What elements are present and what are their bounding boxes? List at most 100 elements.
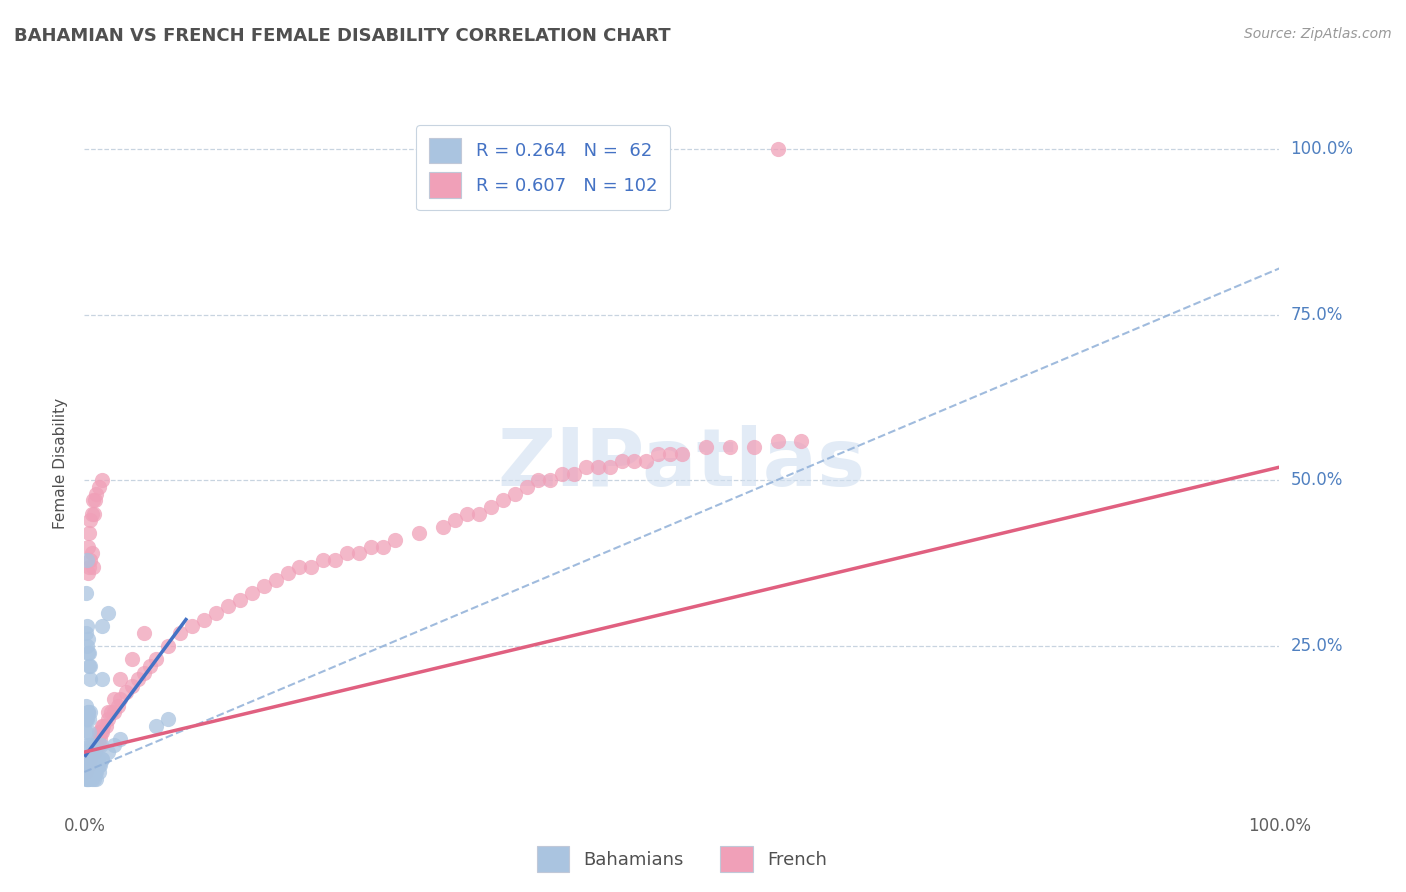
Point: [77, 540, 100, 554]
Point: [77, 559, 100, 574]
Point: [121, 679, 143, 693]
Point: [87, 480, 110, 494]
Point: [193, 613, 215, 627]
Point: [75, 625, 97, 640]
Point: [79, 659, 101, 673]
Text: ZIPatlas: ZIPatlas: [498, 425, 866, 503]
Point: [766, 434, 789, 448]
Point: [91, 752, 114, 766]
Point: [76, 772, 98, 786]
Text: 50.0%: 50.0%: [1291, 471, 1343, 490]
Legend: Bahamians, French: Bahamians, French: [530, 839, 834, 880]
Text: 75.0%: 75.0%: [1291, 306, 1343, 324]
Point: [77, 526, 100, 541]
Point: [80, 739, 103, 753]
Point: [91, 474, 114, 488]
Point: [323, 553, 346, 567]
Point: [80, 772, 103, 786]
Point: [84, 764, 107, 779]
Point: [79, 764, 101, 779]
Point: [551, 467, 574, 481]
Point: [456, 507, 478, 521]
Point: [91, 672, 114, 686]
Point: [742, 440, 765, 454]
Point: [253, 579, 276, 593]
Point: [82, 745, 104, 759]
Point: [77, 646, 100, 660]
Point: [93, 718, 115, 732]
Point: [79, 752, 101, 766]
Point: [90, 725, 112, 739]
Point: [634, 453, 657, 467]
Point: [790, 434, 813, 448]
Point: [86, 752, 108, 766]
Point: [82, 764, 104, 779]
Point: [77, 752, 100, 766]
Point: [84, 739, 107, 753]
Point: [80, 546, 103, 560]
Point: [562, 467, 585, 481]
Point: [76, 752, 98, 766]
Point: [79, 553, 101, 567]
Point: [264, 573, 287, 587]
Point: [75, 725, 97, 739]
Point: [100, 706, 122, 720]
Point: [157, 639, 180, 653]
Point: [94, 718, 117, 732]
Point: [84, 772, 107, 786]
Point: [588, 460, 610, 475]
Point: [276, 566, 298, 581]
Point: [432, 520, 454, 534]
Point: [110, 731, 132, 746]
Point: [157, 712, 180, 726]
Point: [384, 533, 406, 547]
Point: [288, 559, 311, 574]
Point: [408, 526, 430, 541]
Point: [82, 764, 104, 779]
Point: [77, 758, 100, 772]
Point: [84, 739, 107, 753]
Point: [76, 758, 98, 772]
Point: [349, 546, 371, 560]
Point: [84, 752, 107, 766]
Point: [76, 758, 98, 772]
Point: [75, 764, 97, 779]
Point: [79, 739, 101, 753]
Point: [169, 625, 191, 640]
Point: [79, 513, 101, 527]
Point: [103, 692, 125, 706]
Point: [671, 447, 693, 461]
Point: [658, 447, 681, 461]
Point: [205, 606, 228, 620]
Point: [77, 725, 100, 739]
Point: [97, 706, 120, 720]
Point: [647, 447, 669, 461]
Point: [718, 440, 741, 454]
Point: [121, 652, 143, 666]
Point: [492, 493, 515, 508]
Point: [89, 731, 111, 746]
Point: [103, 706, 125, 720]
Point: [82, 745, 104, 759]
Point: [695, 440, 717, 454]
Point: [527, 474, 550, 488]
Point: [599, 460, 621, 475]
Point: [132, 625, 156, 640]
Point: [623, 453, 645, 467]
Point: [103, 739, 125, 753]
Point: [76, 639, 98, 653]
Point: [77, 758, 100, 772]
Point: [77, 706, 100, 720]
Point: [180, 619, 202, 633]
Point: [97, 712, 120, 726]
Point: [97, 606, 120, 620]
Point: [82, 493, 104, 508]
Point: [79, 764, 101, 779]
Point: [80, 507, 103, 521]
Point: [76, 712, 98, 726]
Point: [89, 758, 111, 772]
Point: [97, 745, 120, 759]
Point: [77, 632, 100, 647]
Point: [371, 540, 394, 554]
Point: [76, 553, 98, 567]
